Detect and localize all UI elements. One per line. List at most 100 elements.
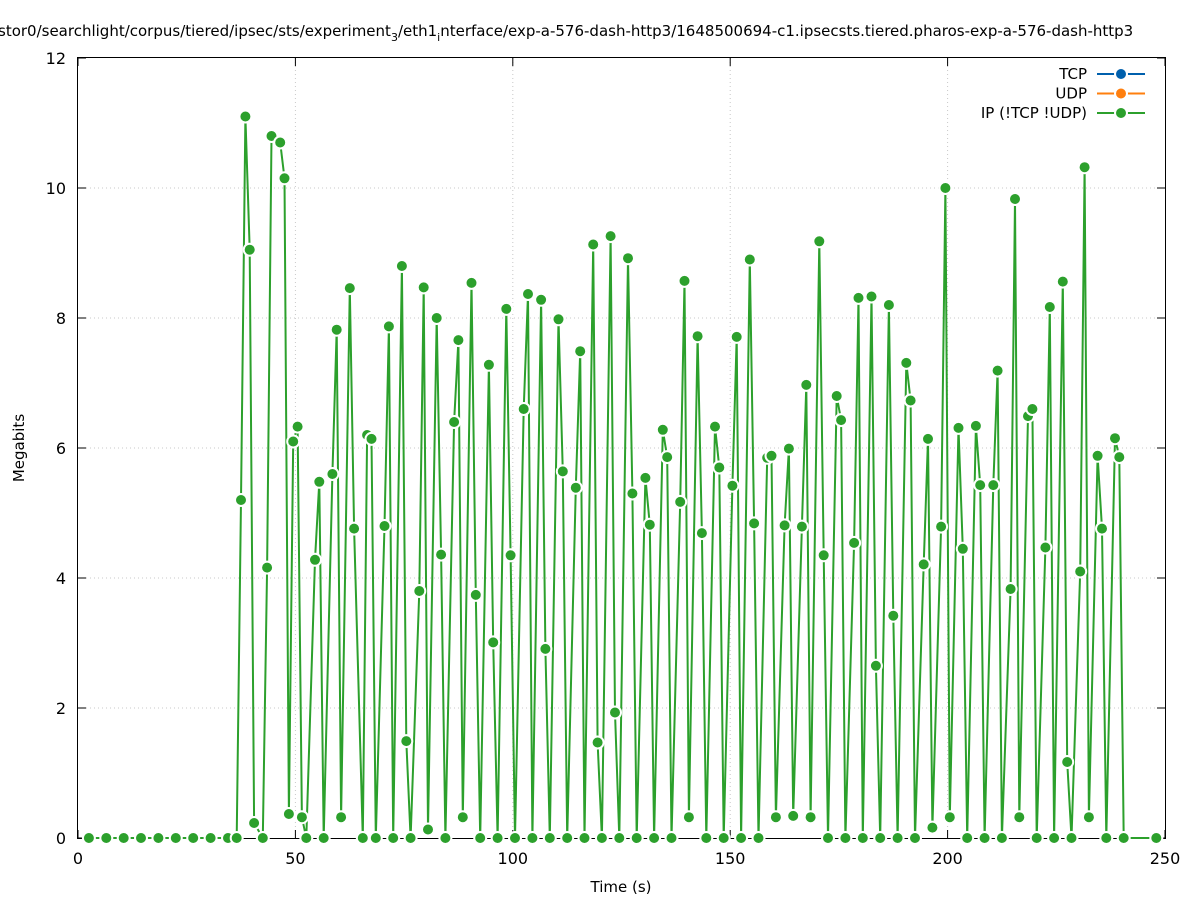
data-point xyxy=(764,448,779,463)
data-point xyxy=(1008,192,1022,206)
data-point xyxy=(729,329,744,344)
data-point xyxy=(938,181,953,195)
data-point xyxy=(921,431,935,446)
data-point xyxy=(247,816,262,830)
data-point xyxy=(621,251,635,266)
x-tick-label: 50 xyxy=(285,849,305,868)
title-subscript-1: 3 xyxy=(391,31,398,44)
data-point xyxy=(1077,160,1092,175)
data-point xyxy=(794,519,809,534)
data-point xyxy=(781,441,796,456)
data-point xyxy=(1149,831,1164,845)
data-point xyxy=(873,831,888,845)
data-point xyxy=(277,171,292,186)
data-point xyxy=(816,548,831,563)
data-point xyxy=(1090,448,1105,463)
data-point xyxy=(942,810,957,825)
title-subscript-2: i xyxy=(437,31,440,44)
y-tick-label: 12 xyxy=(46,49,66,68)
data-point xyxy=(1003,582,1018,596)
data-point xyxy=(242,242,257,257)
data-point xyxy=(116,831,131,845)
data-point xyxy=(447,415,462,429)
data-point xyxy=(747,516,762,531)
data-point xyxy=(903,393,918,408)
data-point xyxy=(555,464,570,479)
data-point xyxy=(464,275,479,290)
data-point xyxy=(821,831,835,845)
data-point xyxy=(908,831,922,845)
data-point xyxy=(481,357,496,372)
data-point xyxy=(273,135,288,150)
data-point xyxy=(916,557,931,572)
data-point xyxy=(255,831,270,845)
data-point xyxy=(712,460,727,475)
data-point xyxy=(1042,300,1057,314)
data-point xyxy=(394,259,409,273)
data-point xyxy=(234,493,248,507)
data-point xyxy=(325,467,340,481)
data-point xyxy=(416,280,431,295)
data-point xyxy=(855,831,870,845)
series-line xyxy=(88,115,1157,839)
data-point xyxy=(673,494,688,509)
data-point xyxy=(503,548,518,563)
data-point xyxy=(677,273,692,288)
data-point xyxy=(342,281,357,296)
data-point xyxy=(451,333,466,348)
data-point xyxy=(81,831,96,845)
data-point xyxy=(834,413,849,428)
data-point xyxy=(847,535,862,550)
series-layer xyxy=(81,109,1164,845)
data-point xyxy=(864,289,879,304)
data-point xyxy=(347,521,362,536)
data-point xyxy=(399,734,414,749)
data-point xyxy=(551,312,566,327)
data-point xyxy=(508,831,522,845)
data-point xyxy=(438,831,453,845)
data-point xyxy=(734,831,749,845)
data-point xyxy=(1099,831,1114,845)
data-point xyxy=(955,541,970,556)
data-point xyxy=(647,831,662,845)
data-point xyxy=(412,584,427,598)
data-point xyxy=(681,810,696,825)
data-point xyxy=(951,420,966,435)
data-point xyxy=(238,109,253,124)
data-point xyxy=(381,319,396,334)
data-point xyxy=(868,658,883,673)
data-point xyxy=(890,831,905,845)
data-point xyxy=(642,517,657,532)
y-tick-label: 6 xyxy=(56,439,66,458)
data-point xyxy=(990,363,1005,378)
y-tick-label: 8 xyxy=(56,309,66,328)
y-axis-label: Megabits xyxy=(10,414,28,482)
data-point xyxy=(625,486,640,501)
data-point xyxy=(968,418,983,433)
data-point xyxy=(725,478,740,493)
data-point xyxy=(899,355,914,370)
data-point xyxy=(655,422,670,437)
data-point xyxy=(777,518,792,533)
data-point xyxy=(694,526,709,541)
data-point xyxy=(699,831,714,845)
data-point xyxy=(468,587,483,602)
data-point xyxy=(577,831,592,845)
data-point xyxy=(799,377,814,392)
data-point xyxy=(925,820,940,835)
data-point xyxy=(603,229,618,244)
legend-marker xyxy=(1114,106,1128,120)
data-point xyxy=(286,434,301,449)
data-point xyxy=(986,478,1001,493)
data-point xyxy=(881,298,896,312)
data-point xyxy=(886,608,901,623)
data-point xyxy=(1055,274,1070,289)
data-point xyxy=(690,329,705,344)
x-tick-label: 250 xyxy=(1150,849,1181,868)
data-point xyxy=(973,478,988,493)
data-point xyxy=(1108,431,1122,446)
x-tick-label: 100 xyxy=(498,849,529,868)
data-point xyxy=(386,831,401,845)
